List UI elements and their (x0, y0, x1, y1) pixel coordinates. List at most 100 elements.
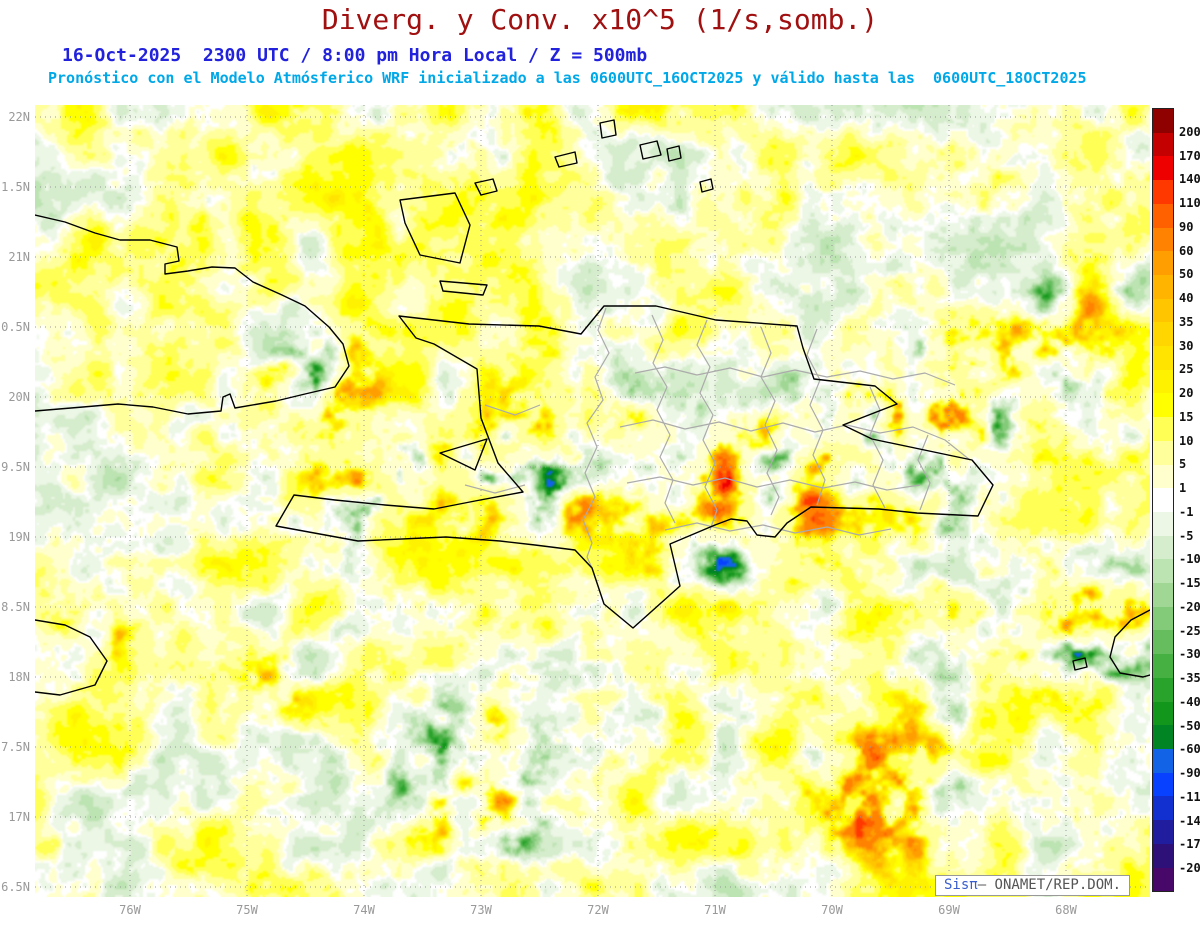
lat-tick-label: 6.5N (1, 880, 30, 894)
lat-tick-label: 22N (8, 110, 30, 124)
colorbar-segment (1153, 748, 1173, 773)
colorbar-tick-label: 170 (1179, 148, 1200, 163)
map-overlay-svg (35, 105, 1150, 897)
colorbar-segment (1153, 488, 1173, 512)
colorbar-tick-label: -140 (1179, 813, 1200, 828)
colorbar-segment (1153, 796, 1173, 821)
colorbar-segment (1153, 156, 1173, 181)
coastline-caicos-1 (554, 151, 578, 168)
colorbar-tick-label: -25 (1179, 623, 1200, 638)
colorbar-segment (1153, 180, 1173, 204)
longitude-axis: 76W 75W 74W 73W 72W 71W 70W 69W 68W (35, 901, 1150, 921)
coastline-hispaniola (275, 305, 994, 629)
colorbar-tick-label: 25 (1179, 362, 1194, 377)
colorbar-tick-label: -30 (1179, 647, 1200, 662)
lat-tick-label: 19N (8, 530, 30, 544)
lat-tick-label: 8.5N (1, 600, 30, 614)
coastline-caicos-2 (599, 119, 617, 139)
province-line (651, 314, 676, 524)
colorbar-segment (1153, 346, 1173, 370)
coastline-mona (1072, 657, 1088, 671)
colorbar-segment (1153, 535, 1173, 560)
colorbar-segment (1153, 417, 1173, 441)
admin-boundaries-group (464, 307, 971, 569)
colorbar-tick-label: 20 (1179, 386, 1194, 401)
colorbar-tick-label: -200 (1179, 861, 1200, 876)
province-line (760, 326, 780, 516)
colorbar-segment (1153, 583, 1173, 607)
coastline-jamaica (35, 619, 108, 696)
colorbar-tick-label: -1 (1179, 504, 1194, 519)
colorbar-segment (1153, 677, 1173, 702)
colorbar-tick-label: -15 (1179, 576, 1200, 591)
colorbar-tick-label: 90 (1179, 219, 1194, 234)
colorbar-tick-label: -110 (1179, 789, 1200, 804)
lon-tick-label: 70W (821, 903, 843, 917)
province-line (634, 366, 956, 386)
colorbar-segment (1153, 464, 1173, 489)
colorbar-segment (1153, 843, 1173, 868)
province-line (664, 522, 892, 536)
province-line (626, 476, 921, 491)
colorbar-segment (1153, 606, 1173, 631)
colorbar-tick-label: 15 (1179, 409, 1194, 424)
gridline-group (35, 105, 1150, 897)
lat-tick-label: 7.5N (1, 740, 30, 754)
colorbar-segment (1153, 322, 1173, 347)
coastline-caicos-4 (666, 145, 682, 162)
border-haiti-dr (582, 307, 610, 569)
colorbar-segment (1153, 274, 1173, 299)
colorbar-labels: 200 170 140 110 90 60 50 40 35 30 25 20 15 10 5 1 -1 -5 -1… (1179, 108, 1200, 892)
map-area: Sisπ– ONAMET/REP.DOM. (35, 105, 1150, 897)
colorbar-tick-label: 35 (1179, 314, 1194, 329)
page-title: Diverg. y Conv. x10^5 (1/s,somb.) (321, 3, 879, 36)
colorbar-tick-label: 60 (1179, 243, 1194, 258)
colorbar-segment (1153, 820, 1173, 844)
lon-tick-label: 68W (1055, 903, 1077, 917)
colorbar-tick-label: -170 (1179, 837, 1200, 852)
province-line (869, 386, 886, 509)
valid-time-line: 16-Oct-2025 2300 UTC / 8:00 pm Hora Loca… (62, 45, 648, 66)
coastline-gonave (439, 438, 488, 471)
province-line (696, 319, 718, 531)
colorbar-tick-label: 50 (1179, 267, 1194, 282)
credit-box: Sisπ– ONAMET/REP.DOM. (934, 875, 1130, 896)
colorbar-tick-label: -35 (1179, 671, 1200, 686)
colorbar (1152, 108, 1174, 892)
coastline-tortuga (439, 280, 488, 296)
colorbar-segment (1153, 109, 1173, 133)
province-line (917, 434, 931, 511)
colorbar-tick-label: -5 (1179, 528, 1194, 543)
colorbar-segment (1153, 867, 1173, 892)
lon-tick-label: 69W (938, 903, 960, 917)
lat-tick-label: 20N (8, 390, 30, 404)
colorbar-segment (1153, 227, 1173, 252)
lat-tick-label: 21N (8, 250, 30, 264)
colorbar-tick-label: 30 (1179, 338, 1194, 353)
colorbar-tick-label: 10 (1179, 433, 1194, 448)
colorbar-tick-label: 110 (1179, 196, 1200, 211)
colorbar-segment (1153, 559, 1173, 584)
colorbar-segment (1153, 511, 1173, 536)
colorbar-segment (1153, 630, 1173, 655)
province-line (806, 328, 826, 506)
credit-sis-label: Sisπ (943, 877, 978, 893)
coastline-great-inagua (399, 192, 471, 264)
colorbar-segment (1153, 725, 1173, 749)
lat-tick-label: 0.5N (1, 320, 30, 334)
colorbar-segment (1153, 772, 1173, 797)
coastline-puerto-rico (1109, 609, 1150, 678)
colorbar-tick-label: 1 (1179, 481, 1187, 496)
coastline-turks (699, 178, 714, 193)
colorbar-segment (1153, 654, 1173, 678)
latitude-axis: 22N 1.5N 21N 0.5N 20N 9.5N 19N 8.5N 18N 7.5N 17N 6.… (0, 105, 33, 897)
lat-tick-label: 17N (8, 810, 30, 824)
coastline-caicos-3 (639, 140, 662, 160)
province-line (464, 484, 526, 494)
model-init-line: Pronóstico con el Modelo Atmósferico WRF… (48, 69, 1087, 87)
colorbar-segment (1153, 369, 1173, 394)
lon-tick-label: 71W (704, 903, 726, 917)
lon-tick-label: 72W (587, 903, 609, 917)
lat-tick-label: 18N (8, 670, 30, 684)
